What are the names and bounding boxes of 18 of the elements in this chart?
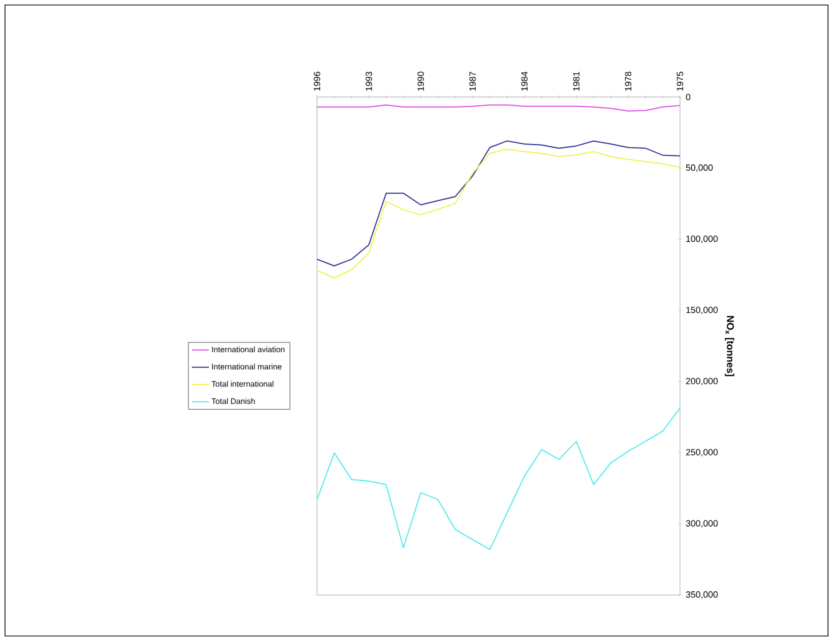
y-tick-label: 50,000 — [686, 164, 713, 172]
x-tick-label: 1984 — [521, 72, 528, 91]
x-tick-label: 1993 — [366, 72, 372, 91]
line-series — [317, 407, 680, 550]
y-axis-title: NO$_{x}$ [tonnes] — [724, 316, 734, 376]
y-tick-label: 300,000 — [686, 520, 718, 528]
y-tick-label: 200,000 — [686, 378, 718, 386]
y-tick-label: 100,000 — [686, 236, 718, 243]
x-tick-label: 1981 — [573, 72, 580, 91]
x-tick-label: 1996 — [314, 72, 320, 91]
y-tick-label: 350,000 — [686, 591, 718, 599]
y-tick-label: 250,000 — [686, 449, 718, 456]
x-tick-label: 1975 — [676, 72, 684, 91]
x-tick-label: 1978 — [624, 72, 632, 91]
x-tick-label: 1990 — [418, 72, 424, 91]
y-tick-label: 150,000 — [686, 306, 718, 314]
y-tick-label: 0 — [686, 94, 690, 100]
x-tick-label: 1987 — [469, 72, 476, 91]
